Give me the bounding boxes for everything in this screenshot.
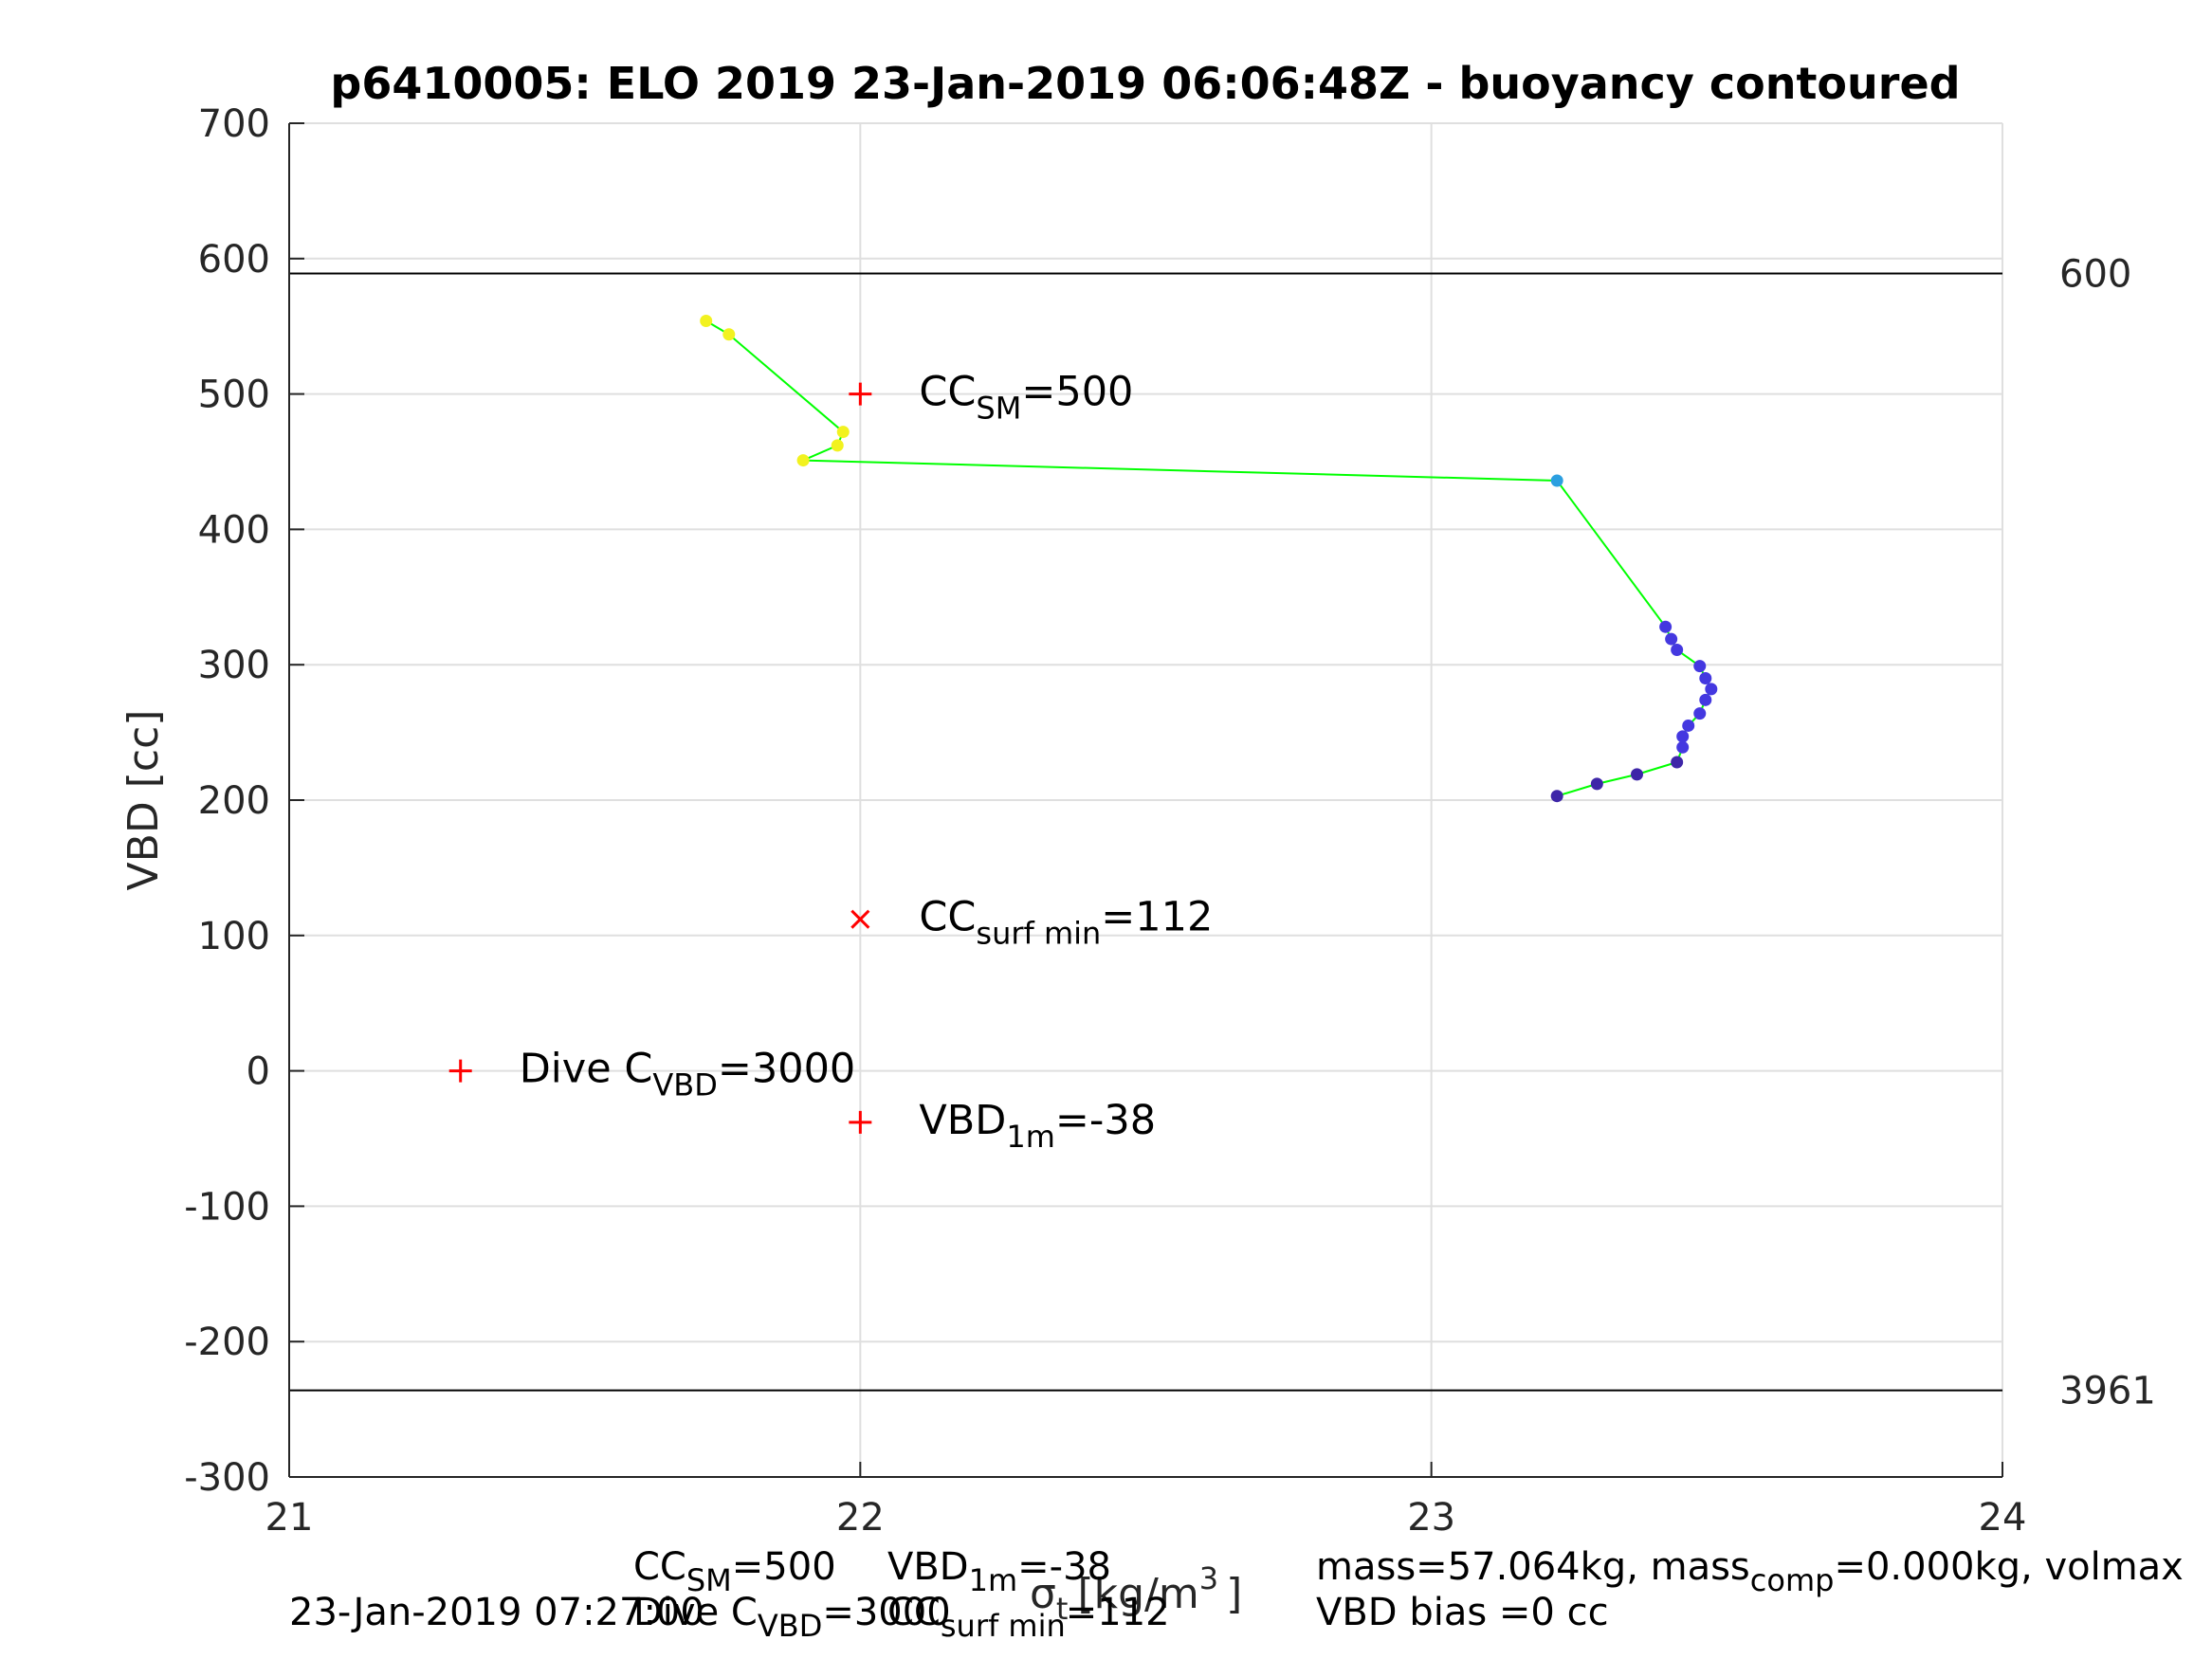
y-tick-label: -300 bbox=[184, 1456, 270, 1500]
footer: CCSM=500 VBD1m=-38 Dive CVBD=3000 CCsurf… bbox=[289, 1545, 2184, 1644]
y-tick-label: 500 bbox=[198, 374, 270, 417]
data-point bbox=[1676, 740, 1690, 754]
marker-label: CCSM=500 bbox=[919, 369, 1133, 427]
footer-cc-surf-min: CCsurf min=112 bbox=[887, 1591, 1170, 1644]
x-tick-label: 22 bbox=[836, 1496, 885, 1540]
data-point bbox=[1693, 660, 1707, 673]
x-axis-label-exp: 3 bbox=[1199, 1560, 1218, 1596]
y-tick-label: 100 bbox=[198, 915, 270, 958]
y-tick-label: 700 bbox=[198, 102, 270, 146]
data-series bbox=[700, 314, 1718, 803]
y-axis-label: VBD [cc] bbox=[119, 710, 168, 891]
data-point bbox=[1676, 730, 1690, 743]
data-point bbox=[1699, 693, 1712, 706]
footer-mass: mass=57.064kg, masscomp=0.000kg, volmax bbox=[1316, 1545, 2184, 1598]
grid bbox=[288, 122, 2003, 1478]
marker-label: VBD1m=-38 bbox=[919, 1097, 1156, 1155]
data-point bbox=[1671, 756, 1684, 769]
data-point bbox=[722, 328, 736, 341]
x-tick-label: 24 bbox=[1979, 1496, 2027, 1540]
x-axis-label-close: ] bbox=[1226, 1570, 1242, 1618]
data-point bbox=[1699, 671, 1712, 684]
annotation-markers: CCSM=500 CCsurf min=112 Dive CVBD=3000 VBD1… bbox=[448, 369, 1213, 1155]
tick-labels: -300 -200 -100 0 100 200 300 400 500 600 700 21 22 23… bbox=[184, 102, 2026, 1540]
x-axis-label: σt [kg/m3] bbox=[1030, 1560, 1242, 1627]
y-tick-label: 0 bbox=[247, 1050, 270, 1094]
x-tick-label: 21 bbox=[265, 1496, 314, 1540]
reference-lines: 600 3961 bbox=[289, 253, 2156, 1413]
plus-marker bbox=[448, 1059, 472, 1083]
y-tick-label: 600 bbox=[198, 238, 270, 282]
data-point bbox=[1659, 620, 1673, 633]
marker-label: Dive CVBD=3000 bbox=[520, 1046, 856, 1103]
footer-dive-c: Dive CVBD=3000 bbox=[633, 1591, 951, 1644]
data-point bbox=[796, 454, 810, 467]
footer-timestamp: 23-Jan-2019 07:27:00 bbox=[289, 1591, 704, 1634]
data-point bbox=[1550, 790, 1563, 803]
data-point bbox=[1671, 643, 1684, 656]
data-point bbox=[1631, 768, 1644, 781]
y-tick-label: -100 bbox=[184, 1185, 270, 1229]
data-point bbox=[700, 314, 713, 327]
y-tick-label: 300 bbox=[198, 644, 270, 687]
cross-marker bbox=[850, 909, 870, 929]
footer-cc-sm: CCSM=500 bbox=[633, 1545, 836, 1598]
footer-vbd-1m: VBD1m=-38 bbox=[887, 1545, 1111, 1598]
y-tick-label: 200 bbox=[198, 779, 270, 823]
data-point bbox=[836, 426, 850, 439]
marker-label: CCsurf min=112 bbox=[919, 894, 1213, 952]
y-tick-label: -200 bbox=[184, 1321, 270, 1364]
axes bbox=[288, 122, 2003, 1478]
x-axis-label-unit: [kg/m bbox=[1077, 1570, 1198, 1618]
reference-line-label: 600 bbox=[2059, 253, 2131, 297]
data-point bbox=[1550, 474, 1563, 487]
data-point bbox=[1682, 719, 1695, 732]
data-point bbox=[1693, 707, 1707, 720]
data-point bbox=[831, 439, 844, 452]
x-axis-label-sub: t bbox=[1056, 1591, 1069, 1627]
plus-marker bbox=[849, 382, 872, 406]
data-point bbox=[1705, 683, 1718, 696]
x-tick-label: 23 bbox=[1407, 1496, 1455, 1540]
footer-vbd-bias: VBD bias =0 cc bbox=[1316, 1591, 1609, 1634]
data-point bbox=[1590, 777, 1603, 791]
chart-title: p6410005: ELO 2019 23-Jan-2019 06:06:48Z… bbox=[330, 58, 1960, 109]
y-tick-label: 400 bbox=[198, 508, 270, 552]
data-point bbox=[1665, 632, 1678, 646]
x-axis-label-symbol: σ bbox=[1030, 1570, 1056, 1618]
plus-marker bbox=[849, 1110, 872, 1134]
reference-line-label: 3961 bbox=[2059, 1370, 2156, 1413]
